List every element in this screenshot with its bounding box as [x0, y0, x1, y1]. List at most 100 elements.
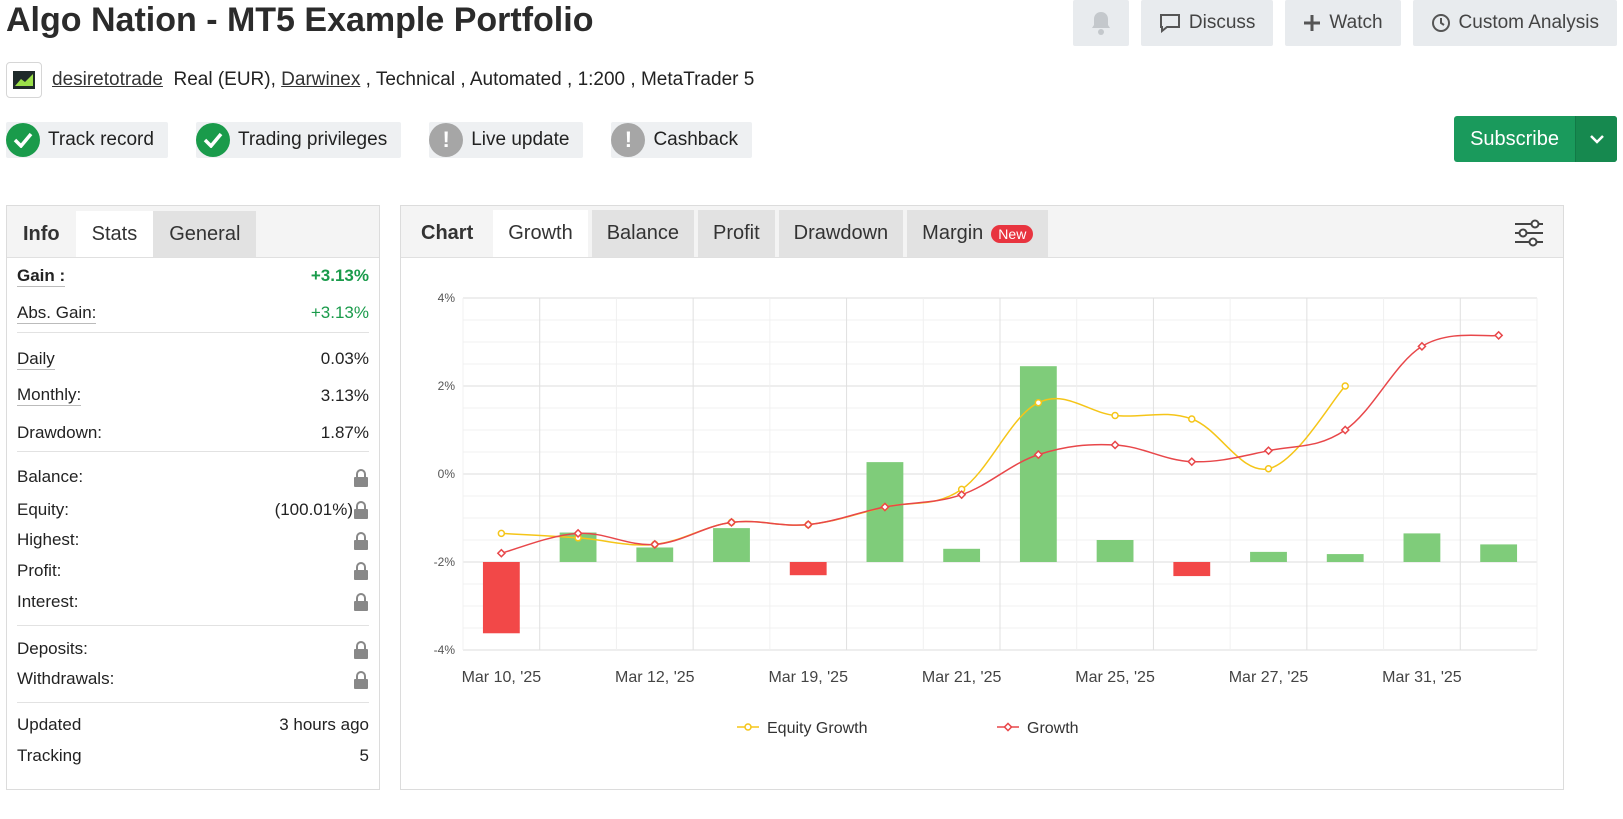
chart-bar[interactable]: [482, 562, 520, 634]
series-point[interactable]: [1263, 446, 1274, 456]
stat-tracking: Tracking 5: [17, 741, 369, 771]
check-icon: [195, 123, 230, 157]
x-tick-label: Mar 21, '25: [922, 669, 1002, 686]
badge-label: Live update: [471, 129, 570, 150]
stat-value: (100.01%): [275, 500, 369, 520]
series-point[interactable]: [803, 520, 813, 530]
badge-trading-privileges[interactable]: Trading privileges: [195, 122, 402, 158]
stat-abs-gain: Abs. Gain: +3.13%: [17, 294, 369, 332]
stat-updated: Updated 3 hours ago: [17, 703, 369, 741]
series-point[interactable]: [1110, 440, 1120, 450]
stat-label: Highest:: [17, 530, 80, 549]
series-point[interactable]: [1341, 382, 1349, 390]
avatar[interactable]: [6, 62, 42, 98]
badge-track-record[interactable]: Track record: [6, 122, 168, 158]
x-tick-label: Mar 12, '25: [615, 669, 695, 686]
tab-general[interactable]: General: [153, 211, 257, 257]
badge-cashback[interactable]: ! Cashback: [611, 122, 752, 158]
subscribe-button[interactable]: Subscribe: [1454, 116, 1617, 162]
watch-label: Watch: [1329, 12, 1383, 33]
series-point[interactable]: [1034, 398, 1043, 407]
series-point[interactable]: [1417, 341, 1427, 351]
sliders-icon: [1515, 219, 1543, 247]
stat-value: +3.13%: [310, 266, 369, 285]
stat-label: Tracking: [17, 746, 82, 765]
series-point[interactable]: [726, 517, 737, 527]
badge-live-update[interactable]: ! Live update: [429, 122, 584, 158]
tab-growth[interactable]: Growth: [493, 210, 588, 257]
stat-label[interactable]: Gain :: [17, 265, 66, 287]
stats-tabs: Info Stats General: [7, 206, 379, 258]
chart-bar[interactable]: [1250, 551, 1287, 562]
account-details: , Technical , Automated , 1:200 , MetaTr…: [360, 69, 755, 90]
custom-analysis-button[interactable]: Custom Analysis: [1412, 0, 1617, 46]
subscribe-dropdown[interactable]: [1575, 116, 1617, 162]
chart-bar[interactable]: [866, 462, 904, 562]
broker-link[interactable]: Darwinex: [281, 69, 361, 90]
lock-icon: [353, 467, 369, 487]
series-point[interactable]: [496, 548, 506, 558]
series-point[interactable]: [573, 528, 583, 538]
stats-list: Gain : +3.13% Abs. Gain: +3.13% Daily 0.…: [7, 258, 379, 771]
chart-bars: [482, 366, 1518, 634]
check-icon: [6, 123, 40, 157]
series-point[interactable]: [1187, 457, 1197, 467]
discuss-button[interactable]: Discuss: [1140, 0, 1274, 46]
chart-bar[interactable]: [1173, 562, 1211, 577]
stat-label[interactable]: Monthly:: [17, 385, 82, 406]
tab-margin[interactable]: Margin New: [907, 210, 1049, 257]
tab-profit[interactable]: Profit: [697, 210, 775, 257]
exclamation-icon: !: [429, 123, 464, 157]
series-point[interactable]: [880, 502, 890, 512]
lock-icon: [353, 592, 369, 612]
bell-icon: [1091, 12, 1110, 35]
chart-tabs: Chart Growth Balance Profit Drawdown Mar…: [401, 206, 1563, 258]
y-tick-label: 2%: [438, 379, 456, 393]
account-type: Real (EUR),: [173, 69, 276, 90]
series-point[interactable]: [650, 539, 660, 549]
lock-icon: [353, 530, 369, 550]
chart-bar[interactable]: [1326, 554, 1364, 562]
tab-info[interactable]: Info: [23, 222, 60, 245]
chart-grid: [462, 297, 1538, 651]
chart-bar[interactable]: [713, 528, 750, 562]
chart-legend[interactable]: Equity Growth Growth: [737, 720, 1079, 737]
chart-lines: [496, 330, 1504, 558]
tab-balance[interactable]: Balance: [591, 210, 694, 257]
chart-bar[interactable]: [1096, 540, 1134, 562]
y-tick-label: -2%: [434, 555, 456, 569]
chart-bar[interactable]: [636, 547, 674, 562]
tab-drawdown[interactable]: Drawdown: [778, 210, 904, 257]
stat-value: 3 hours ago: [279, 715, 369, 734]
stat-drawdown: Drawdown: 1.87%: [17, 414, 369, 451]
legend-label[interactable]: Equity Growth: [767, 720, 867, 737]
stat-deposits: Deposits:: [17, 626, 369, 664]
series-point[interactable]: [1188, 415, 1196, 423]
series-point[interactable]: [1340, 425, 1350, 435]
series-point[interactable]: [1033, 450, 1043, 460]
watch-button[interactable]: Watch: [1285, 0, 1401, 46]
notify-button[interactable]: [1072, 0, 1129, 46]
chart-bar[interactable]: [1403, 533, 1441, 562]
legend-label[interactable]: Growth: [1027, 720, 1079, 737]
tab-chart[interactable]: Chart: [421, 222, 474, 244]
x-axis: Mar 10, '25 Mar 12, '25 Mar 19, '25 Mar 21,…: [462, 669, 1462, 686]
chart-settings-button[interactable]: [1513, 218, 1545, 253]
stat-label[interactable]: Abs. Gain:: [17, 302, 97, 324]
chart-bar[interactable]: [789, 562, 827, 576]
chart-bar[interactable]: [1019, 366, 1057, 562]
x-tick-label: Mar 25, '25: [1075, 669, 1155, 686]
user-link[interactable]: desiretotrade: [52, 69, 163, 90]
series-point[interactable]: [1494, 330, 1504, 340]
status-badges: Track record Trading privileges ! Live u…: [6, 122, 752, 158]
chart-bar[interactable]: [943, 548, 981, 562]
tab-stats[interactable]: Stats: [75, 211, 154, 257]
chart-bar[interactable]: [1480, 544, 1518, 562]
divider: [17, 702, 369, 703]
series-point[interactable]: [497, 529, 506, 538]
stat-label[interactable]: Daily: [17, 348, 55, 370]
series-point[interactable]: [1264, 464, 1273, 473]
series-point[interactable]: [957, 490, 967, 500]
series-point[interactable]: [1111, 411, 1119, 420]
page-title: Algo Nation - MT5 Example Portfolio: [6, 1, 594, 39]
